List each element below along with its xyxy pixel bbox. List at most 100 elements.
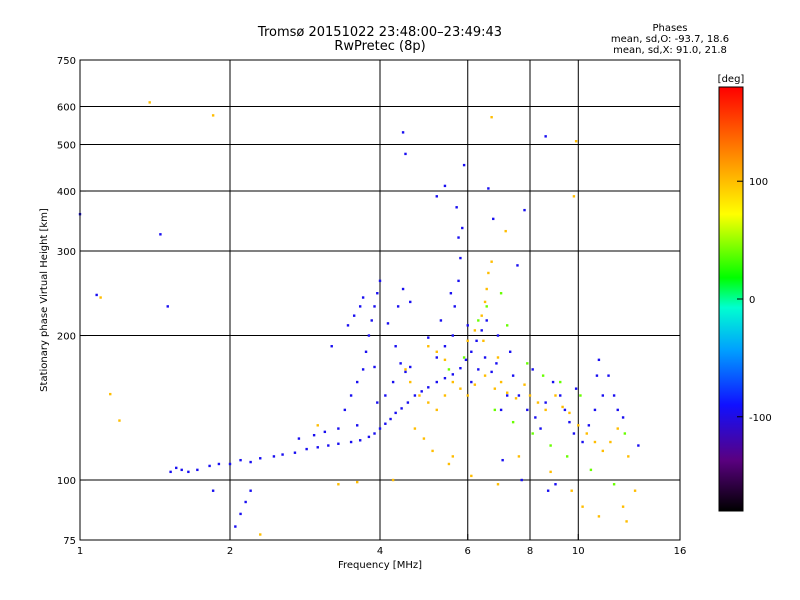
data-point	[572, 432, 576, 435]
data-point	[406, 401, 410, 404]
data-point	[443, 184, 447, 188]
data-point	[539, 427, 542, 430]
data-point	[462, 163, 466, 167]
data-point	[244, 500, 247, 504]
data-point	[574, 140, 578, 143]
data-point	[593, 440, 597, 444]
data-point	[451, 334, 455, 337]
data-point	[459, 256, 462, 260]
data-point	[239, 458, 242, 462]
data-point	[293, 451, 297, 454]
data-point	[211, 114, 215, 117]
y-tick-label: 750	[57, 56, 76, 67]
data-point	[386, 322, 390, 325]
data-point	[473, 329, 477, 332]
data-point	[470, 474, 473, 478]
data-point	[483, 356, 487, 359]
data-point	[561, 405, 564, 409]
data-point	[462, 356, 466, 359]
data-point	[565, 455, 569, 458]
data-point	[589, 468, 593, 472]
data-point	[572, 195, 576, 198]
data-point	[435, 356, 438, 359]
data-point	[323, 430, 327, 434]
data-point	[443, 358, 447, 362]
chart-title: Tromsø 20151022 23:48:00–23:49:43	[257, 25, 503, 40]
data-point	[466, 394, 469, 397]
data-point	[439, 319, 443, 322]
data-point	[217, 462, 221, 466]
data-point	[259, 533, 262, 536]
data-point	[316, 424, 319, 427]
data-point	[148, 101, 151, 104]
data-point	[378, 279, 382, 283]
y-tick-label: 75	[63, 536, 76, 547]
data-point	[401, 287, 405, 291]
data-point	[528, 394, 532, 397]
data-point	[505, 394, 509, 397]
data-point	[228, 462, 232, 466]
data-point	[554, 394, 557, 397]
data-point	[396, 305, 400, 308]
data-point	[531, 368, 534, 371]
data-point	[568, 420, 571, 424]
y-tick-label: 600	[57, 103, 76, 114]
data-point	[499, 292, 503, 295]
data-point	[493, 408, 497, 412]
data-point	[517, 394, 521, 397]
data-point	[579, 394, 582, 397]
data-point	[453, 305, 456, 308]
data-point	[373, 432, 376, 435]
data-point	[496, 483, 500, 486]
data-point	[470, 380, 473, 384]
data-point	[118, 419, 121, 422]
colorbar-label: [deg]	[718, 74, 745, 85]
colorbar-tick-label: 0	[749, 295, 755, 306]
data-point	[327, 444, 330, 447]
data-point	[349, 440, 353, 444]
data-point	[391, 380, 395, 384]
data-point	[431, 449, 434, 453]
colorbar-tick-label: -100	[749, 413, 772, 424]
data-point	[461, 226, 464, 230]
phases-heading: Phases	[652, 23, 688, 34]
data-point	[587, 424, 591, 427]
data-point	[447, 462, 451, 466]
data-point	[621, 505, 625, 508]
data-point	[272, 455, 276, 458]
data-point	[364, 350, 368, 353]
data-point	[511, 374, 515, 377]
data-point	[376, 292, 379, 295]
data-point	[413, 394, 417, 397]
data-point	[391, 478, 395, 482]
data-point	[443, 376, 447, 380]
x-tick-label: 10	[572, 546, 585, 557]
data-point	[625, 520, 628, 523]
data-point	[523, 383, 526, 386]
data-point	[492, 217, 495, 221]
data-point	[355, 480, 359, 484]
data-point	[457, 236, 460, 239]
x-tick-label: 4	[377, 546, 383, 557]
y-axis-label: Stationary phase Virtual Height [km]	[39, 208, 50, 392]
data-point	[249, 489, 252, 492]
data-point	[358, 439, 362, 442]
data-point	[523, 208, 526, 212]
data-point	[482, 339, 485, 343]
data-point	[499, 380, 503, 384]
y-tick-label: 200	[57, 332, 76, 343]
data-point	[536, 401, 540, 404]
data-point	[427, 386, 430, 389]
data-point	[526, 362, 529, 365]
y-tick-label: 400	[57, 187, 76, 198]
y-tick-label: 500	[57, 141, 76, 152]
x-tick-label: 8	[527, 546, 533, 557]
data-point	[443, 345, 447, 348]
data-point	[95, 293, 98, 297]
data-point	[597, 358, 601, 362]
data-point	[531, 432, 534, 435]
data-point	[373, 365, 376, 369]
data-point	[483, 300, 487, 304]
data-point	[208, 464, 211, 468]
data-point	[623, 432, 627, 435]
